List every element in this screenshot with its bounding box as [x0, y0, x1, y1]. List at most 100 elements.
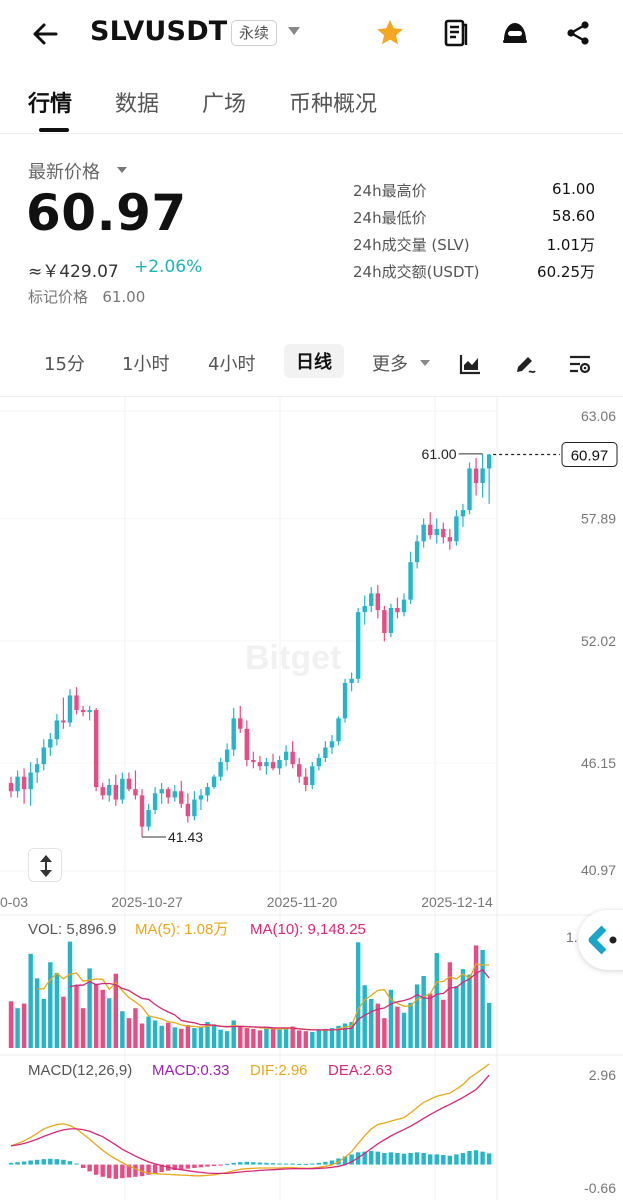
stat-label: 24h最高价	[353, 182, 427, 200]
candle	[54, 720, 60, 740]
chevron-down-icon[interactable]	[420, 360, 430, 366]
interval-more[interactable]: 更多	[372, 354, 408, 375]
macd-histogram-bar	[434, 1154, 439, 1165]
volume-bar	[421, 976, 426, 1048]
chevron-down-icon[interactable]	[117, 167, 127, 173]
star-icon[interactable]	[375, 18, 405, 48]
candle	[251, 760, 256, 763]
macd-histogram-bar	[395, 1153, 400, 1165]
scale-toggle-button[interactable]	[28, 848, 62, 882]
candle	[257, 762, 263, 767]
candle	[205, 787, 210, 796]
macd-histogram-bar	[414, 1152, 420, 1165]
macd-axis-bottom-label: -0.66	[584, 1180, 616, 1196]
macd-histogram-bar	[277, 1163, 282, 1165]
candlestick-chart[interactable]: Bitget 63.06 57.89 52.02 46.15 40.97 0-03 202…	[0, 397, 623, 1200]
volume-bar	[375, 1003, 380, 1048]
macd-histogram-bar	[454, 1154, 459, 1165]
macd-histogram-bar	[211, 1164, 217, 1166]
orders-icon[interactable]	[440, 18, 470, 48]
bot-icon[interactable]	[500, 18, 530, 48]
stat-value: 61.00	[552, 180, 595, 198]
candle	[270, 762, 276, 769]
candle	[428, 524, 433, 536]
latest-price-label[interactable]: 最新价格	[28, 162, 100, 183]
chart-type-icon[interactable]	[458, 352, 482, 376]
macd-histogram-bar	[473, 1150, 479, 1165]
candle	[21, 776, 27, 790]
macd-histogram-bar	[480, 1151, 485, 1165]
stat-label: 24h最低价	[353, 209, 427, 227]
candle	[93, 710, 99, 788]
tab-market[interactable]: 行情	[28, 92, 73, 117]
vertical-arrows-icon	[40, 855, 52, 877]
candle	[126, 778, 132, 790]
candle	[35, 764, 40, 773]
interval-4h[interactable]: 4小时	[208, 354, 256, 375]
symbol-title[interactable]: SLVUSDT	[90, 16, 228, 47]
candle	[107, 784, 112, 796]
stat-row: 24h成交量 (SLV) 1.01万	[353, 234, 595, 261]
price-tick-label: 52.02	[581, 633, 616, 649]
macd-histogram-bar	[107, 1164, 112, 1179]
volume-bar	[336, 1025, 341, 1048]
volume-bar	[224, 1031, 230, 1048]
candle	[421, 524, 426, 542]
volume-ma5-line	[37, 963, 490, 1032]
volume-bar	[460, 969, 466, 1048]
volume-ma10-line	[69, 968, 490, 1031]
candle	[454, 516, 459, 542]
candle	[87, 710, 92, 713]
price-axis: 63.06 57.89 52.02 46.15 40.97	[581, 408, 616, 878]
volume-bar	[21, 1003, 27, 1048]
volume-bar	[54, 972, 60, 1048]
macd-histogram-bar	[270, 1163, 276, 1165]
macd-histogram-bar	[146, 1164, 151, 1175]
interval-1h[interactable]: 1小时	[122, 354, 170, 375]
macd-histogram-bar	[283, 1163, 289, 1165]
volume-bar	[28, 953, 33, 1048]
candle	[467, 468, 472, 511]
last-price: 60.97	[26, 184, 187, 242]
mark-price-value: 61.00	[102, 288, 146, 306]
interval-15m[interactable]: 15分	[44, 354, 85, 375]
candle	[198, 795, 204, 800]
macd-histogram-bar	[113, 1164, 118, 1179]
indicator-settings-icon[interactable]	[568, 352, 592, 376]
candle	[139, 795, 145, 827]
candle	[80, 710, 86, 713]
date-axis: 0-03 2025-10-27 2025-11-20 2025-12-14	[0, 894, 493, 910]
macd-histogram-bar	[238, 1162, 243, 1165]
macd-histogram-bar	[447, 1155, 453, 1165]
volume-bar	[428, 993, 433, 1048]
candle	[480, 468, 485, 484]
macd-histogram-bar	[257, 1162, 263, 1165]
candle	[244, 728, 249, 761]
macd-histogram-bar	[205, 1164, 210, 1167]
macd-histogram-bar	[231, 1162, 236, 1165]
side-drawer-button[interactable]	[578, 910, 623, 970]
chevron-down-icon[interactable]	[288, 27, 300, 35]
candle	[120, 778, 125, 800]
tab-square[interactable]: 广场	[202, 92, 247, 117]
macd-histogram-bar	[159, 1164, 164, 1173]
share-icon[interactable]	[563, 18, 593, 48]
volume-bar	[441, 999, 446, 1048]
tab-data[interactable]: 数据	[115, 92, 160, 117]
tab-coin-overview[interactable]: 币种概况	[289, 92, 378, 117]
volume-bar	[8, 1001, 14, 1048]
draw-tool-icon[interactable]	[513, 352, 537, 376]
macd-histogram-bar	[100, 1164, 105, 1177]
volume-bar	[473, 945, 479, 1048]
volume-bar	[87, 968, 92, 1048]
back-arrow-icon[interactable]	[28, 16, 64, 52]
volume-bar	[133, 1008, 138, 1048]
candle	[290, 751, 295, 765]
volume-bar	[355, 942, 361, 1048]
stat-label: 24h成交额(USDT)	[353, 263, 480, 281]
interval-1d[interactable]: 日线	[284, 344, 344, 378]
macd-histogram-bar	[349, 1154, 354, 1165]
macd-histogram-bar	[48, 1158, 53, 1165]
volume-bar	[15, 1008, 20, 1048]
candle	[401, 599, 407, 613]
